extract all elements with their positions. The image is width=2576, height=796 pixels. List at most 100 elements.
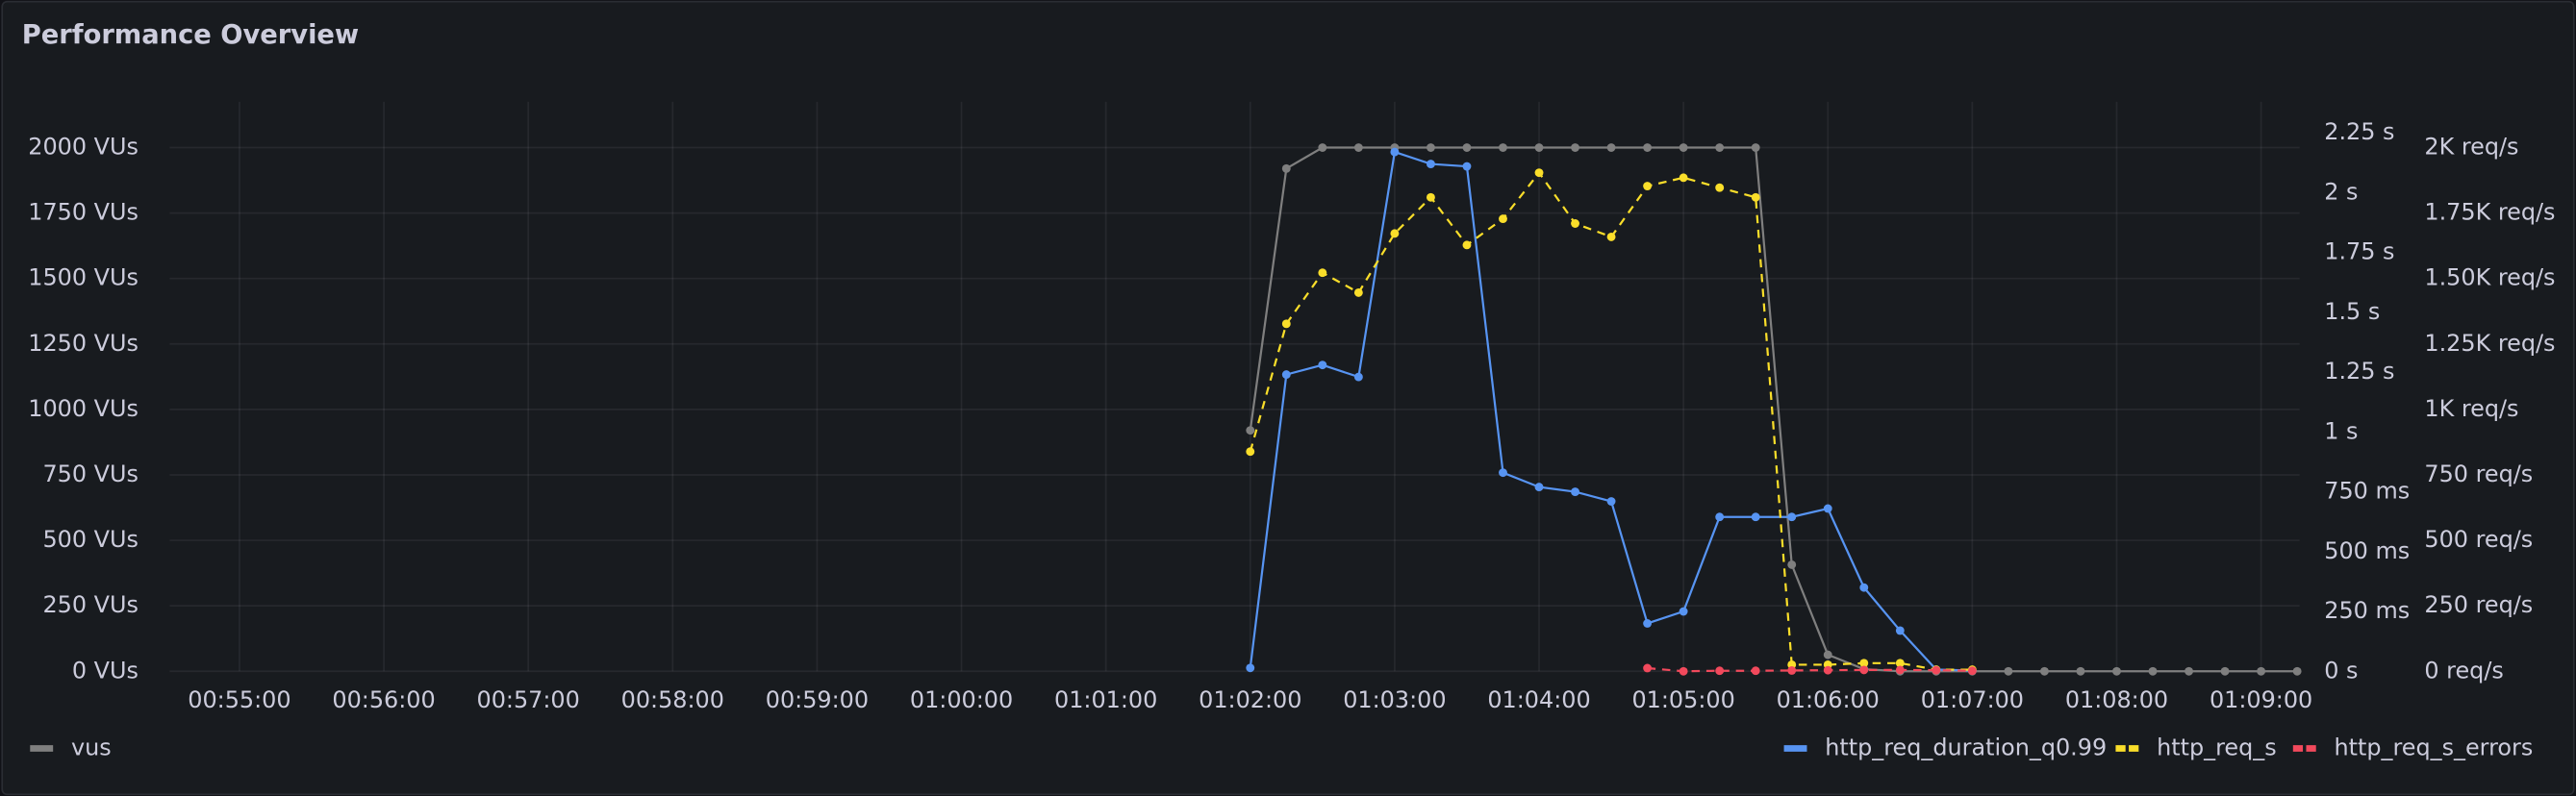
- x-tick-label: 01:00:00: [910, 686, 1013, 713]
- data-point: [1751, 192, 1760, 202]
- data-point: [1967, 666, 1977, 676]
- y2-tick-label: 1.25 s: [2324, 358, 2394, 385]
- x-tick-label: 01:09:00: [2210, 686, 2312, 713]
- data-point: [1823, 650, 1832, 659]
- series-line: [1249, 146, 2298, 673]
- x-tick-label: 01:02:00: [1199, 686, 1301, 713]
- y2-tick-label: 2 s: [2324, 178, 2358, 205]
- x-tick-label: 00:56:00: [332, 686, 435, 713]
- data-point: [1787, 665, 1797, 675]
- data-point: [1534, 143, 1544, 152]
- data-point: [1715, 512, 1725, 522]
- y2-tick-label: 250 ms: [2324, 597, 2410, 624]
- data-point: [1426, 160, 1435, 169]
- data-point: [1281, 370, 1291, 380]
- y2-tick-label: 2.25 s: [2324, 118, 2394, 145]
- y-tick-label: 1750 VUs: [28, 199, 139, 226]
- data-point: [1353, 372, 1363, 382]
- y3-tick-label: 250 req/s: [2424, 591, 2533, 618]
- data-point: [1246, 447, 1255, 457]
- data-point: [1318, 361, 1327, 370]
- data-point: [1823, 665, 1832, 675]
- data-point: [1715, 183, 1725, 192]
- y3-tick-label: 750 req/s: [2424, 460, 2533, 487]
- data-point: [1462, 162, 1472, 171]
- series-line: [1647, 666, 1973, 673]
- data-point: [1679, 666, 1688, 676]
- data-point: [1823, 504, 1832, 513]
- data-point: [1859, 659, 1869, 668]
- x-tick-label: 01:05:00: [1631, 686, 1734, 713]
- data-point: [2039, 666, 2049, 676]
- data-point: [1353, 143, 1363, 152]
- data-point: [1462, 143, 1472, 152]
- data-point: [1606, 497, 1616, 506]
- y3-tick-label: 1.25K req/s: [2424, 330, 2555, 357]
- data-point: [1606, 232, 1616, 241]
- x-tick-label: 01:04:00: [1487, 686, 1590, 713]
- data-point: [1318, 143, 1327, 152]
- data-point: [1715, 143, 1725, 152]
- data-point: [1318, 268, 1327, 278]
- data-point: [1571, 143, 1579, 152]
- data-point: [1643, 619, 1653, 628]
- y3-tick-label: 2K req/s: [2424, 134, 2518, 161]
- y-tick-label: 0 VUs: [72, 657, 139, 684]
- y3-tick-label: 500 req/s: [2424, 526, 2533, 553]
- data-point: [2257, 666, 2266, 676]
- x-tick-label: 01:03:00: [1343, 686, 1446, 713]
- data-point: [1895, 626, 1905, 635]
- x-tick-label: 00:58:00: [621, 686, 724, 713]
- data-point: [1281, 163, 1291, 173]
- data-point: [1932, 665, 1941, 675]
- y-tick-label: 1000 VUs: [28, 395, 139, 422]
- data-point: [1751, 143, 1760, 152]
- data-point: [1751, 512, 1760, 522]
- x-tick-label: 00:59:00: [766, 686, 869, 713]
- data-point: [1679, 143, 1688, 152]
- data-point: [1390, 229, 1400, 238]
- y-tick-label: 500 VUs: [42, 526, 138, 553]
- data-point: [2148, 666, 2158, 676]
- y-tick-label: 250 VUs: [42, 591, 138, 618]
- data-point: [1246, 426, 1255, 435]
- x-tick-label: 01:01:00: [1054, 686, 1157, 713]
- y-tick-label: 1250 VUs: [28, 330, 139, 357]
- data-point: [1571, 219, 1579, 228]
- data-point: [1787, 512, 1797, 522]
- y2-tick-label: 1.5 s: [2324, 298, 2380, 325]
- x-tick-label: 01:06:00: [1777, 686, 1880, 713]
- panel-title: Performance Overview: [22, 20, 359, 50]
- y3-tick-label: 1.75K req/s: [2424, 199, 2555, 226]
- data-point: [2076, 666, 2085, 676]
- legend-label: http_req_s: [2157, 734, 2277, 760]
- x-tick-label: 00:57:00: [477, 686, 580, 713]
- data-point: [1787, 560, 1797, 569]
- x-tick-label: 01:07:00: [1921, 686, 2024, 713]
- data-point: [1571, 487, 1579, 497]
- y2-tick-label: 750 ms: [2324, 478, 2410, 505]
- data-point: [1679, 173, 1688, 183]
- y-tick-label: 1500 VUs: [28, 264, 139, 291]
- data-point: [1715, 666, 1725, 676]
- data-point: [1859, 665, 1869, 675]
- data-point: [2220, 666, 2230, 676]
- data-point: [1499, 468, 1507, 478]
- data-point: [1643, 182, 1653, 190]
- data-point: [1426, 192, 1435, 202]
- data-point: [1281, 319, 1291, 329]
- data-point: [2292, 666, 2302, 676]
- y3-tick-label: 1K req/s: [2424, 395, 2518, 422]
- data-point: [1643, 143, 1653, 152]
- data-point: [1643, 663, 1653, 673]
- y2-tick-label: 1.75 s: [2324, 238, 2394, 265]
- data-point: [1606, 143, 1616, 152]
- y3-tick-label: 0 req/s: [2424, 657, 2503, 684]
- data-point: [1859, 583, 1869, 592]
- data-point: [2004, 666, 2013, 676]
- y2-tick-label: 0 s: [2324, 657, 2358, 684]
- data-point: [1534, 483, 1544, 492]
